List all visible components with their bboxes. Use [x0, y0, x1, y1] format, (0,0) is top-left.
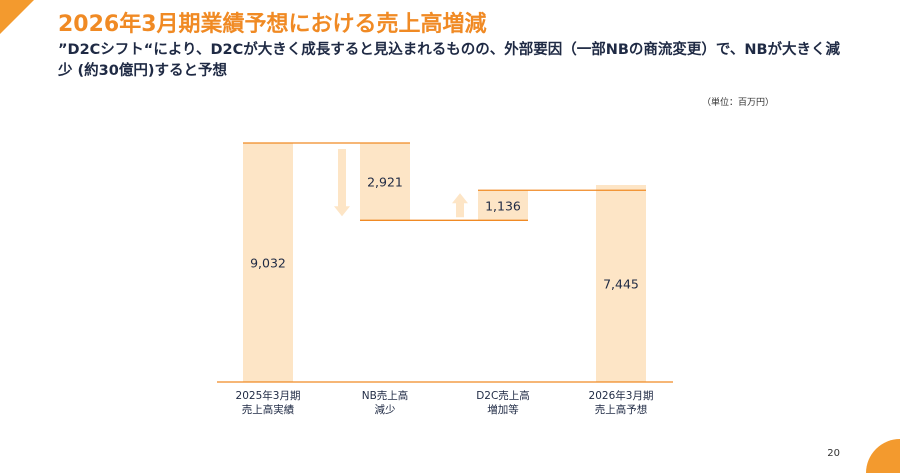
data-label-3: 1,136: [485, 198, 521, 213]
category-label-3-line-1: D2C売上高: [476, 389, 530, 402]
data-label-2: 2,921: [367, 175, 403, 190]
data-label-1: 9,032: [250, 256, 286, 271]
page-title: 2026年3月期業績予想における売上高増減: [58, 12, 487, 37]
page-subtitle: ”D2Cシフト“により、D2Cが大きく成長すると見込まれるものの、外部要因（一部…: [58, 42, 841, 79]
decrease-arrow-icon: [334, 149, 350, 217]
category-label-4-line-2: 売上高予想: [595, 403, 648, 416]
page-number: 20: [827, 448, 840, 459]
corner-accent-top-left: [0, 0, 34, 34]
category-label-2-line-1: NB売上高: [362, 389, 409, 402]
increase-arrow-icon: [452, 193, 468, 218]
category-label-4-line-1: 2026年3月期: [589, 389, 654, 402]
bar-3: [478, 190, 528, 221]
category-label-3-line-2: 増加等: [487, 403, 519, 416]
bar-1: [243, 143, 293, 382]
unit-label: （単位：百万円）: [702, 98, 775, 108]
bar-4: [596, 184, 646, 382]
category-label-2-line-2: 減少: [375, 403, 396, 416]
bar-2: [360, 143, 410, 221]
data-label-4: 7,445: [603, 276, 639, 291]
category-label-1-line-1: 2025年3月期: [236, 389, 301, 402]
category-label-1-line-2: 売上高実績: [242, 403, 295, 416]
